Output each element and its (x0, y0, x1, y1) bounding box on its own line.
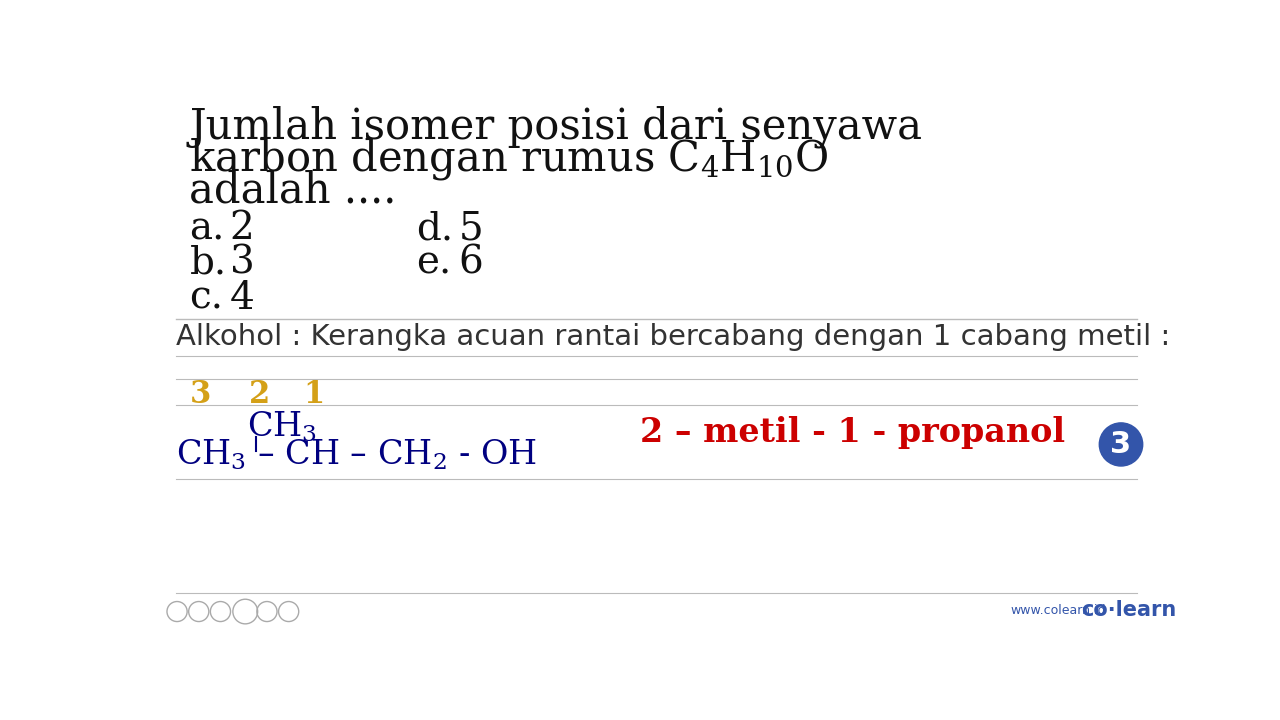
Text: karbon dengan rumus $\mathregular{C_4H_{10}O}$: karbon dengan rumus $\mathregular{C_4H_{… (189, 136, 829, 181)
Text: 1: 1 (303, 379, 325, 410)
Text: b.: b. (189, 245, 227, 282)
Text: 2: 2 (229, 210, 255, 248)
Text: 3: 3 (189, 379, 211, 410)
Text: d.: d. (416, 210, 453, 248)
Text: 4: 4 (229, 279, 255, 317)
Text: c.: c. (189, 279, 224, 317)
Text: 5: 5 (458, 210, 483, 248)
Text: $\mathregular{CH_3}$: $\mathregular{CH_3}$ (247, 410, 317, 444)
Text: Alkohol : Kerangka acuan rantai bercabang dengan 1 cabang metil :: Alkohol : Kerangka acuan rantai bercaban… (175, 323, 1170, 351)
Text: adalah ....: adalah .... (189, 169, 397, 212)
Text: www.colearn.id: www.colearn.id (1011, 603, 1106, 616)
Text: 2 – metil - 1 - propanol: 2 – metil - 1 - propanol (640, 416, 1066, 449)
Text: 3: 3 (1111, 430, 1132, 459)
Text: 2: 2 (250, 379, 270, 410)
Circle shape (1100, 423, 1143, 466)
Text: co·learn: co·learn (1080, 600, 1176, 620)
Text: a.: a. (189, 210, 225, 248)
Text: 3: 3 (229, 245, 255, 282)
Text: Jumlah isomer posisi dari senyawa: Jumlah isomer posisi dari senyawa (189, 105, 923, 148)
Text: 6: 6 (458, 245, 483, 282)
Text: $\mathregular{CH_3}$ – $\mathregular{CH}$ – $\mathregular{CH_2}$ - OH: $\mathregular{CH_3}$ – $\mathregular{CH}… (175, 437, 536, 472)
Text: e.: e. (416, 245, 451, 282)
